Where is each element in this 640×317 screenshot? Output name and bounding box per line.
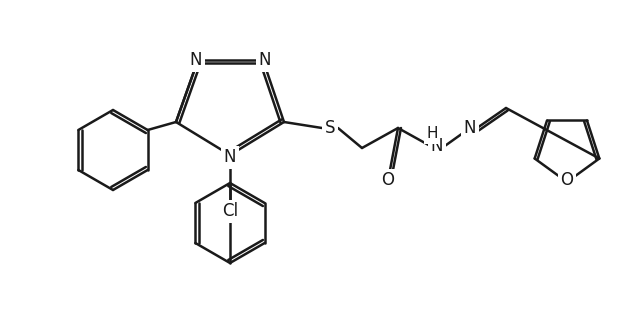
Text: N: N bbox=[259, 51, 271, 69]
Text: N: N bbox=[189, 51, 202, 69]
Text: O: O bbox=[381, 171, 394, 189]
Text: N: N bbox=[224, 148, 236, 166]
Text: N: N bbox=[464, 119, 476, 137]
Text: Cl: Cl bbox=[222, 202, 238, 220]
Text: H: H bbox=[426, 126, 438, 141]
Text: O: O bbox=[561, 171, 573, 189]
Text: S: S bbox=[324, 119, 335, 137]
Text: N: N bbox=[431, 137, 444, 155]
